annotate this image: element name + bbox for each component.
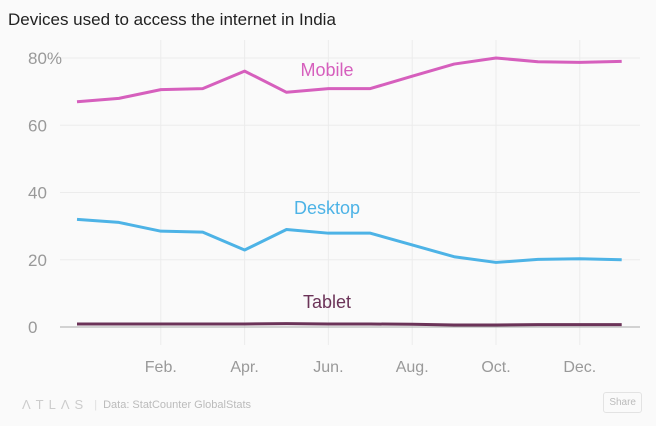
x-tick-label: Oct. [481, 359, 510, 376]
chart-title: Devices used to access the internet in I… [8, 10, 336, 29]
series-line-tablet [77, 322, 622, 327]
line-chart: Feb. Apr. Jun. Aug. Oct. Dec. 0 20 40 60 80% Mobile… [28, 40, 640, 376]
x-tick-label: Feb. [145, 359, 177, 376]
y-tick-label: 60 [28, 116, 47, 135]
x-tick-label: Apr. [230, 359, 258, 376]
y-tick-label: 80% [28, 49, 62, 68]
series-label-desktop: Desktop [294, 198, 360, 218]
source-text: Data: StatCounter GlobalStats [103, 398, 252, 411]
series-line-mobile [76, 56, 622, 104]
divider: | [94, 398, 98, 411]
series-label-tablet: Tablet [303, 292, 351, 312]
series-line-desktop [76, 217, 622, 264]
y-tick-label: 40 [28, 184, 47, 203]
x-tick-label: Dec. [563, 359, 596, 376]
series-label-mobile: Mobile [300, 60, 353, 80]
atlas-logo: ΛTLΛS [22, 397, 89, 412]
x-tick-label: Jun. [313, 359, 343, 376]
x-tick-label: Aug. [396, 359, 429, 376]
y-tick-label: 0 [28, 318, 37, 337]
y-tick-label: 20 [28, 251, 47, 270]
footer: ΛTLΛS | Data: StatCounter GlobalStats [22, 397, 251, 412]
share-button[interactable]: Share [603, 392, 642, 413]
